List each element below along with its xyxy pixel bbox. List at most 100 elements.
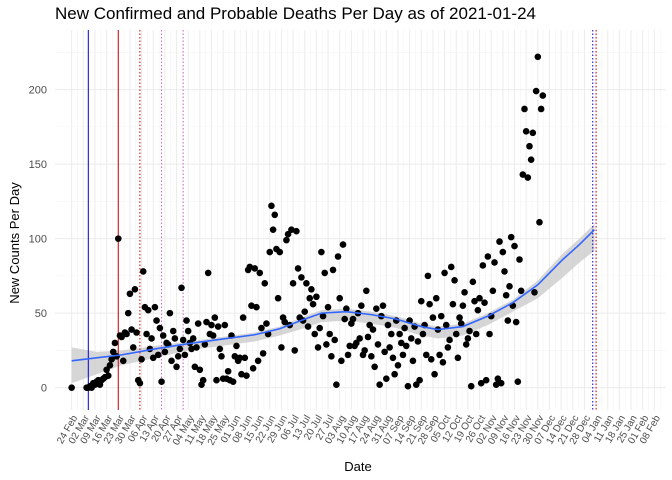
data-point — [201, 341, 209, 348]
data-point — [409, 357, 417, 365]
data-point — [271, 211, 279, 219]
data-point — [476, 294, 483, 302]
data-point — [356, 335, 363, 342]
data-point — [313, 293, 320, 301]
data-point — [229, 378, 237, 385]
data-point — [439, 359, 447, 366]
data-point — [238, 370, 245, 378]
data-point — [203, 318, 210, 326]
chart-title: New Confirmed and Probable Deaths Per Da… — [55, 4, 536, 23]
data-point — [291, 347, 299, 354]
data-point — [251, 265, 259, 272]
data-point — [171, 335, 179, 342]
data-point — [491, 259, 498, 266]
data-point — [396, 330, 403, 338]
data-point — [266, 248, 274, 256]
data-point — [209, 332, 217, 339]
data-point — [263, 320, 270, 327]
data-point — [519, 171, 527, 178]
data-point — [376, 381, 383, 388]
data-point — [444, 344, 452, 351]
data-point — [402, 342, 410, 350]
data-point — [534, 53, 542, 61]
data-point — [452, 330, 460, 338]
data-point — [159, 332, 167, 339]
data-point — [407, 335, 415, 342]
data-point — [479, 262, 487, 269]
data-point — [199, 376, 207, 384]
data-point — [318, 248, 325, 256]
data-point — [441, 269, 448, 277]
data-point — [349, 315, 357, 323]
data-point — [358, 302, 365, 309]
data-point — [447, 263, 455, 271]
data-point — [537, 105, 545, 113]
data-point — [214, 323, 222, 330]
data-point — [486, 330, 493, 338]
data-point — [173, 363, 180, 371]
data-point — [278, 344, 285, 351]
data-point — [166, 309, 174, 317]
data-point — [328, 353, 335, 360]
data-point — [249, 364, 257, 372]
data-point — [499, 248, 507, 256]
data-point — [261, 280, 269, 287]
data-point — [429, 314, 437, 321]
data-point — [149, 354, 157, 362]
data-point — [336, 294, 343, 302]
data-point — [492, 381, 500, 388]
data-point — [464, 335, 472, 342]
data-point — [183, 317, 190, 324]
data-point — [239, 314, 247, 321]
data-point — [274, 294, 282, 302]
data-point — [484, 253, 492, 260]
data-point — [517, 287, 525, 295]
data-point — [111, 339, 119, 347]
trend-line — [71, 229, 595, 362]
data-point — [248, 302, 255, 309]
data-point — [437, 312, 445, 320]
data-point — [394, 361, 402, 369]
data-point — [502, 291, 510, 299]
data-point — [507, 233, 515, 241]
data-point — [216, 345, 224, 353]
data-point — [309, 300, 317, 308]
data-point — [204, 269, 212, 277]
data-point — [136, 379, 144, 387]
data-point — [431, 370, 438, 378]
data-point — [397, 339, 405, 347]
data-point — [449, 300, 457, 308]
data-point — [361, 347, 368, 354]
data-point — [233, 342, 240, 350]
data-point — [191, 363, 199, 371]
data-point — [218, 353, 225, 360]
data-point — [179, 336, 187, 344]
data-point — [497, 379, 505, 387]
data-point — [288, 226, 295, 233]
data-point — [369, 326, 377, 333]
data-point — [442, 321, 450, 329]
y-axis-ticks: 0 50 100 150 200 — [29, 85, 47, 395]
data-point — [324, 303, 332, 311]
data-point — [306, 294, 314, 302]
data-point — [424, 272, 432, 280]
data-point — [529, 129, 537, 137]
data-point — [373, 305, 380, 312]
data-point — [391, 370, 398, 378]
data-point — [241, 354, 249, 362]
data-point — [256, 269, 264, 277]
data-point — [259, 350, 267, 357]
y-tick-label: 0 — [41, 383, 47, 395]
y-axis-label: New Counts Per Day — [7, 182, 22, 304]
data-point — [514, 378, 522, 385]
data-point — [168, 357, 175, 365]
data-point — [344, 351, 352, 359]
trend-line-path — [71, 229, 595, 362]
data-point — [254, 357, 262, 365]
data-point — [126, 290, 134, 298]
data-point — [303, 280, 310, 287]
gridlines — [55, 30, 666, 410]
data-point — [128, 326, 135, 333]
data-point — [536, 218, 543, 226]
